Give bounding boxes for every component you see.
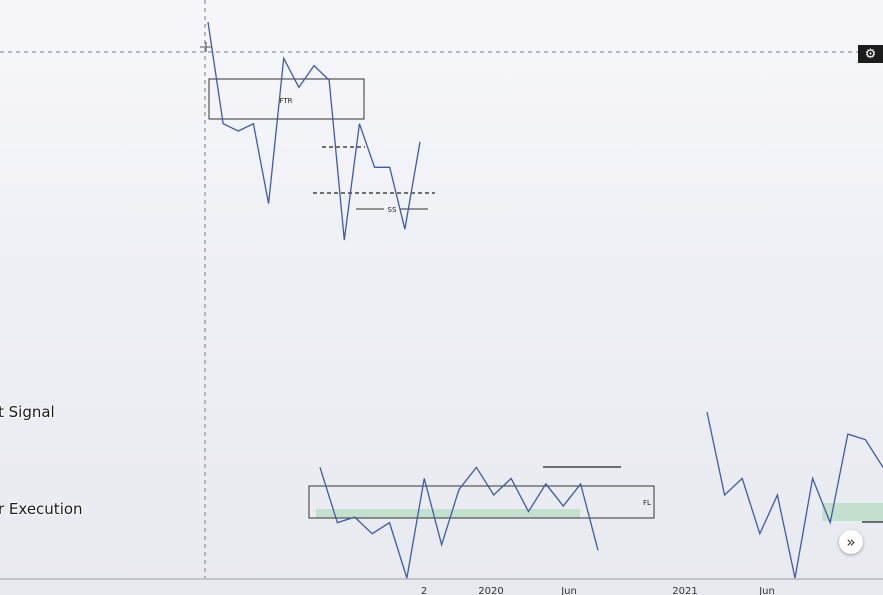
- execution-pane-label: r Execution: [0, 500, 83, 518]
- gear-icon[interactable]: ⚙: [858, 45, 883, 63]
- lower-series-1-line: [319, 466, 599, 579]
- upper-series-line: [207, 21, 421, 241]
- fl-label: FL: [643, 499, 651, 507]
- fl-zone-fill: [316, 509, 580, 518]
- lower-series-2: [706, 411, 883, 579]
- ss-label: SS: [388, 206, 397, 214]
- fl-zone-box: [308, 485, 655, 519]
- x-tick-label: 2: [421, 586, 427, 595]
- x-tick-label: Jun: [758, 586, 775, 595]
- x-tick-label: 2021: [672, 586, 697, 595]
- lower-series-1: [319, 466, 599, 579]
- ftr-zone-box: [208, 78, 365, 120]
- lower-series-2-line: [706, 411, 883, 579]
- ftr-label: FTR: [279, 97, 292, 105]
- x-tick-label: 2020: [478, 586, 503, 595]
- fl-zone-fill-right: [822, 503, 883, 521]
- signal-pane-label: t Signal: [0, 403, 55, 421]
- upper-series: [207, 21, 421, 241]
- scroll-to-realtime-button[interactable]: »: [839, 530, 863, 554]
- x-tick-label: Jun: [560, 586, 577, 595]
